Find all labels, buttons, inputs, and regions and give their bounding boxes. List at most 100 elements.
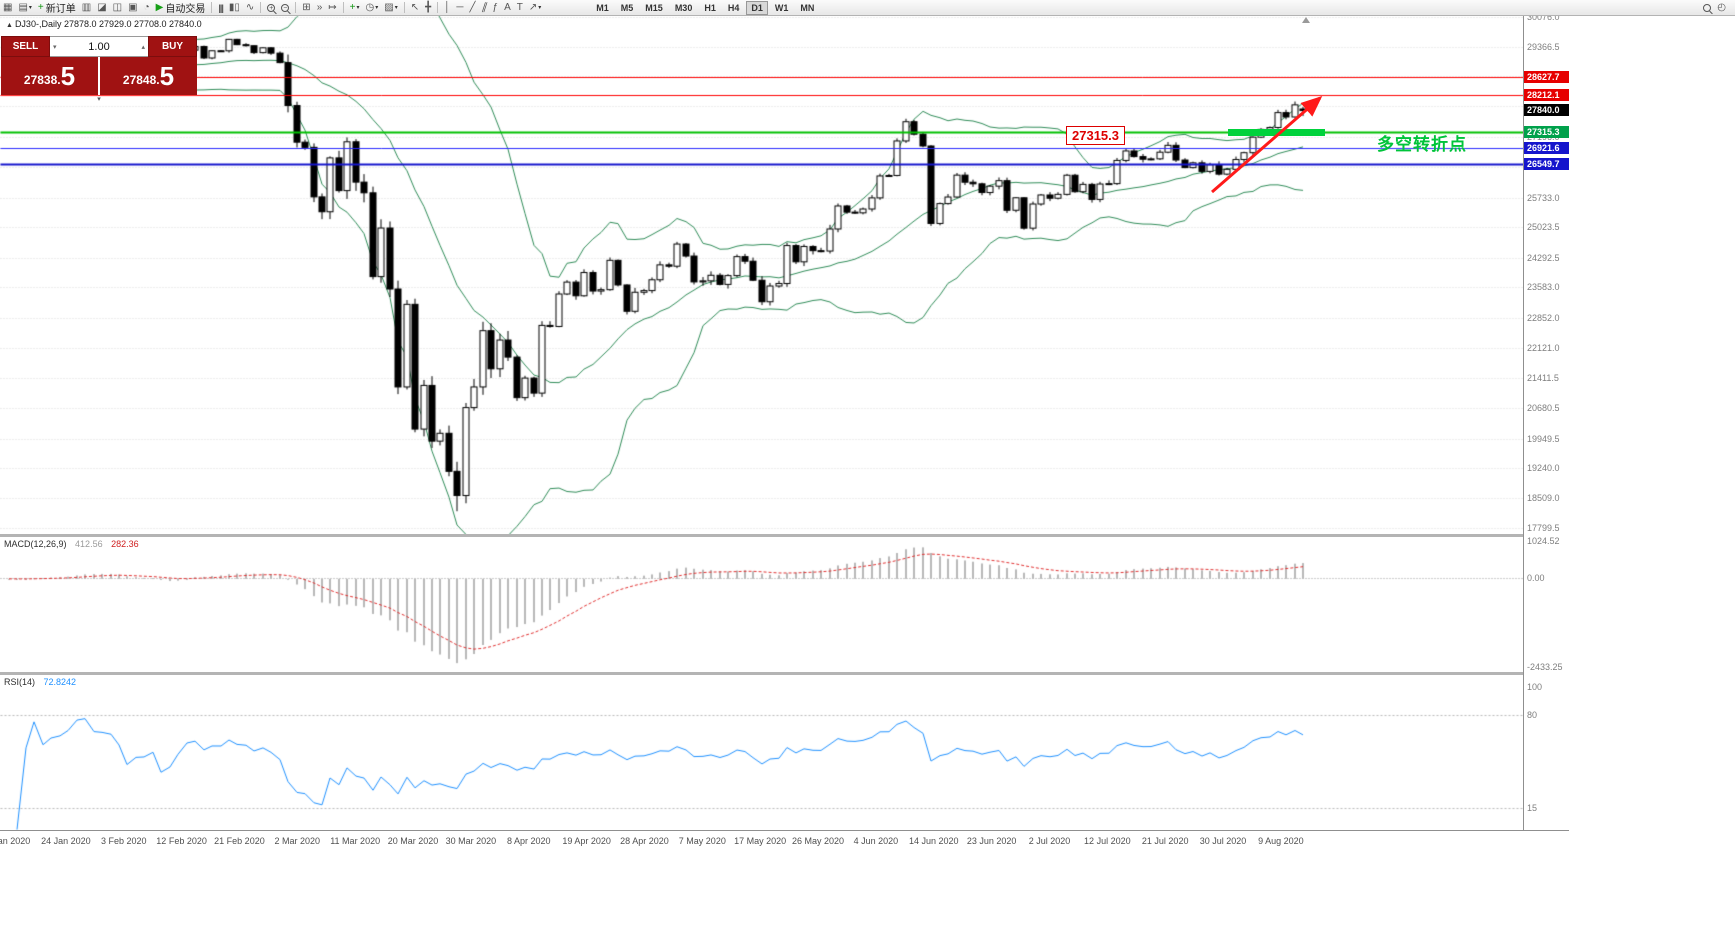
price-axis-label: 25733.0 (1527, 192, 1560, 203)
chart-shift-icon: ↦ (328, 2, 337, 13)
templates-icon: ▨ (384, 2, 394, 13)
timeframe-m5-button[interactable]: M5 (620, 2, 634, 13)
toolbar-separator (295, 2, 297, 13)
data-window-button[interactable]: ◪ (95, 1, 108, 14)
timeframe-toolbar: M1 M5 M15 M30 H1 H4 D1 W1 MN (590, 0, 820, 15)
rsi-panel-canvas[interactable] (0, 675, 1523, 830)
main-chart-canvas[interactable] (0, 15, 1523, 534)
chart-shift-marker-icon[interactable] (1302, 17, 1310, 23)
auto-scroll-button[interactable]: » (315, 1, 325, 14)
new-order-button[interactable]: + 新订单 (36, 1, 78, 15)
market-watch-button[interactable]: ▥ (80, 1, 93, 14)
buy-button[interactable]: BUY (148, 36, 197, 57)
crosshair-button[interactable]: ╋ (423, 1, 433, 14)
autotrading-button[interactable]: ▶ 自动交易 (154, 1, 208, 15)
timeframe-h4-button[interactable]: H4 (727, 2, 740, 13)
clock-button[interactable]: ◴ (1715, 1, 1728, 14)
periods-button[interactable]: ◷ ▾ (364, 1, 381, 14)
volume-increase-button[interactable]: ▴ (141, 43, 145, 51)
text-button[interactable]: A (502, 1, 513, 14)
rsi-name: RSI(14) (4, 677, 36, 687)
new-chart-button[interactable]: ▦ (1, 1, 14, 14)
volume-decrease-button[interactable]: ▾ (53, 43, 57, 51)
periods-icon: ◷ (365, 2, 375, 13)
date-label: 2 Jul 2020 (1028, 836, 1071, 846)
new-order-label: 新订单 (45, 4, 76, 15)
text-label-icon: T (516, 2, 523, 13)
terminal-button[interactable]: ▣ (126, 1, 139, 14)
timeframe-m30-button[interactable]: M30 (674, 2, 693, 13)
strategy-tester-button[interactable]: ◔ (142, 1, 152, 14)
vertical-line-button[interactable]: │ (442, 1, 452, 14)
zoom-in-button[interactable]: + (265, 1, 277, 14)
chart-bars-button[interactable]: ||| (216, 1, 225, 14)
trendline-icon: ╱ (469, 2, 476, 13)
price-tag: 28212.1 (1524, 88, 1569, 101)
new-order-icon: + (37, 2, 44, 13)
macd-panel-canvas[interactable] (0, 537, 1523, 672)
trendline-button[interactable]: ╱ (467, 1, 477, 14)
macd-indicator-label: MACD(12,26,9) 412.56 282.36 (4, 539, 139, 549)
sell-button[interactable]: SELL (1, 36, 50, 57)
bid-price[interactable]: 27838. 5 (1, 57, 98, 95)
timeframe-d1-button[interactable]: D1 (746, 0, 768, 15)
panel-separator-macd[interactable] (0, 534, 1523, 537)
support-zone-segment[interactable] (1228, 129, 1325, 136)
chart-shift-button[interactable]: ↦ (326, 1, 338, 14)
toolbar-main-group: ▦ ▤ ▾ + 新订单 ▥ ◪ ◫ ▣ ◔ ▶ 自动交易 ||| ▮▯ ∿ + − ⊞» ↦ + ▾ ◷ ▾ ▨ ▾ ↖ ╋ │ ─ ╱ ∥… (0, 0, 544, 15)
date-label: 12 Jul 2020 (1084, 836, 1131, 846)
timeframe-w1-button[interactable]: W1 (774, 2, 789, 13)
horizontal-line-button[interactable]: ─ (454, 1, 465, 14)
cursor-button[interactable]: ↖ (409, 1, 421, 14)
arrows-button[interactable]: ↗ ▾ (527, 1, 543, 14)
text-label-button[interactable]: T (515, 1, 525, 14)
macd-name: MACD(12,26,9) (4, 539, 67, 549)
date-label: 30 Mar 2020 (445, 836, 497, 846)
fibonacci-button[interactable]: ƒ (491, 1, 501, 14)
panel-separator-rsi[interactable] (0, 672, 1523, 675)
autotrading-icon: ▶ (155, 2, 164, 13)
date-label: 5 Jan 2020 (0, 836, 31, 846)
templates-button[interactable]: ▨ ▾ (382, 1, 399, 14)
rsi-indicator-label: RSI(14) 72.8242 (4, 677, 76, 687)
time-axis[interactable]: 5 Jan 2020 24 Jan 2020 3 Feb 2020 12 Feb 20… (0, 830, 1569, 853)
date-label: 7 May 2020 (678, 836, 726, 846)
tile-windows-button[interactable]: ⊞ (300, 1, 312, 14)
profiles-button[interactable]: ▤ ▾ (16, 1, 33, 14)
timeframe-m15-button[interactable]: M15 (645, 2, 663, 13)
date-label: 19 Apr 2020 (562, 836, 611, 846)
timeframe-mn-button[interactable]: MN (800, 2, 815, 13)
indicators-button[interactable]: + ▾ (348, 1, 362, 14)
chart-symbol-ohlc-text: DJ30-,Daily 27878.0 27929.0 27708.0 2784… (14, 19, 202, 29)
horizontal-line-icon: ─ (456, 2, 464, 13)
date-label: 8 Apr 2020 (506, 836, 551, 846)
macd-axis-label: 0.00 (1527, 573, 1545, 584)
price-tag: 27315.3 (1524, 125, 1569, 138)
ask-price[interactable]: 27848. 5 (100, 57, 197, 95)
autotrading-label: 自动交易 (165, 4, 206, 15)
channel-button[interactable]: ∥ (480, 1, 489, 14)
timeframe-m1-button[interactable]: M1 (596, 2, 609, 13)
chart-line-button[interactable]: ∿ (244, 1, 256, 14)
navigator-button[interactable]: ◫ (111, 1, 124, 14)
price-axis-label: 23583.0 (1527, 282, 1560, 293)
date-label: 26 May 2020 (792, 836, 845, 846)
timeframe-h1-button[interactable]: H1 (704, 2, 716, 13)
price-axis[interactable]: 30076.029366.527196.025733.025023.524292… (1523, 12, 1569, 830)
toolbar-separator (260, 2, 262, 13)
date-label: 2 Mar 2020 (274, 836, 321, 846)
vertical-line-icon: │ (444, 2, 451, 13)
volume-control: ▾ ▴ (50, 36, 148, 57)
price-axis-label: 20680.5 (1527, 403, 1560, 414)
toolbar-separator (403, 2, 405, 13)
toolbar-right-group: ◴ (1700, 0, 1729, 15)
market-watch-icon: ▥ (81, 2, 92, 13)
trade-widget-expand-caret[interactable]: ▾ (97, 96, 101, 103)
zoom-out-button[interactable]: − (279, 1, 291, 14)
trend-arrow[interactable] (1198, 82, 1338, 202)
chart-candles-button[interactable]: ▮▯ (227, 1, 242, 14)
price-level-callout[interactable]: 27315.3 (1066, 126, 1125, 145)
chart-candles-icon: ▮▯ (228, 2, 240, 13)
volume-input[interactable] (59, 39, 139, 54)
symbol-search-button[interactable] (1701, 1, 1713, 14)
